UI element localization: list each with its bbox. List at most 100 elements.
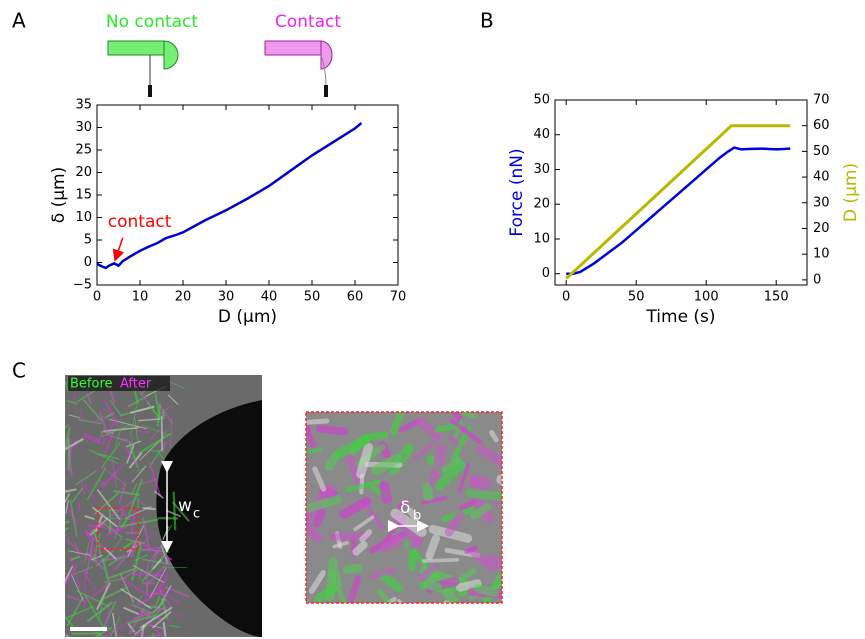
texture (152, 559, 162, 570)
texture (119, 518, 159, 528)
texture (399, 418, 420, 433)
zoom-frame (305, 411, 503, 604)
texture (496, 474, 502, 487)
texture (84, 541, 90, 564)
texture (325, 451, 341, 472)
texture (152, 611, 172, 629)
texture (407, 600, 418, 603)
texture (65, 527, 69, 532)
texture (162, 621, 167, 637)
x-tick-label: 60 (347, 290, 364, 305)
texture (142, 516, 151, 553)
texture (306, 448, 323, 455)
texture (98, 581, 108, 620)
texture (65, 535, 67, 537)
texture (65, 426, 71, 456)
texture (131, 508, 136, 532)
texture (94, 492, 119, 515)
texture (454, 567, 477, 585)
x-tick-label: 40 (261, 290, 278, 305)
texture (99, 411, 109, 435)
texture (70, 573, 84, 601)
y-tick-label: 0 (84, 255, 92, 270)
texture (128, 623, 135, 633)
texture (100, 442, 121, 469)
texture (102, 470, 118, 489)
texture (81, 569, 97, 591)
texture (131, 631, 144, 637)
texture (156, 449, 165, 461)
texture (76, 590, 110, 608)
texture (352, 602, 354, 603)
texture (465, 488, 502, 502)
texture (423, 579, 442, 593)
texture (130, 517, 134, 543)
texture (419, 563, 439, 581)
legend-bg (68, 376, 170, 391)
panel-label: C (12, 359, 26, 383)
texture (371, 453, 402, 476)
texture (120, 505, 127, 519)
texture (133, 387, 139, 404)
texture (80, 478, 85, 496)
texture (67, 400, 78, 405)
texture (353, 515, 375, 532)
schematic-no-contact (107, 40, 179, 97)
texture (154, 595, 161, 608)
texture (96, 489, 121, 520)
texture (81, 432, 101, 442)
y-tick-label: 50 (533, 93, 550, 108)
texture (125, 447, 138, 466)
texture (130, 539, 138, 558)
texture (112, 612, 118, 637)
texture (306, 495, 342, 513)
texture (92, 415, 107, 424)
texture (379, 535, 406, 553)
texture (83, 435, 103, 445)
texture (361, 431, 389, 442)
texture (359, 529, 373, 543)
texture (92, 533, 101, 562)
texture (78, 419, 102, 425)
width-symbol: w (178, 496, 192, 516)
texture (66, 489, 71, 500)
texture (114, 511, 124, 540)
y2-tick-label: 70 (813, 93, 830, 108)
texture (464, 545, 478, 554)
texture (130, 405, 155, 414)
texture (117, 634, 128, 637)
texture (69, 556, 81, 589)
texture (95, 631, 105, 637)
texture (136, 595, 143, 604)
texture (120, 568, 140, 581)
texture (65, 520, 70, 524)
legend-after: After (120, 377, 152, 392)
texture (440, 585, 461, 603)
texture (125, 440, 142, 448)
y-tick-label: 10 (533, 231, 550, 246)
texture (342, 563, 363, 575)
texture (142, 634, 161, 637)
texture (370, 566, 396, 580)
texture (76, 390, 96, 403)
x-tick-label: 50 (304, 290, 321, 305)
texture (408, 546, 417, 571)
texture (71, 487, 84, 503)
y-axis-label: Force (nN) (507, 148, 527, 236)
texture (113, 490, 140, 496)
y-tick-label: 0 (542, 266, 550, 281)
x-tick-label: 30 (218, 290, 235, 305)
texture (131, 604, 153, 615)
y-tick-label: −5 (73, 278, 92, 293)
texture (142, 506, 156, 511)
texture (145, 560, 170, 587)
texture (69, 499, 78, 538)
texture (109, 616, 121, 637)
data-line (96, 122, 363, 270)
texture (150, 428, 160, 440)
scale-bar (70, 627, 107, 631)
y-tick-label: 30 (533, 162, 550, 177)
schematic-label: Contact (275, 12, 341, 32)
texture (420, 495, 448, 505)
